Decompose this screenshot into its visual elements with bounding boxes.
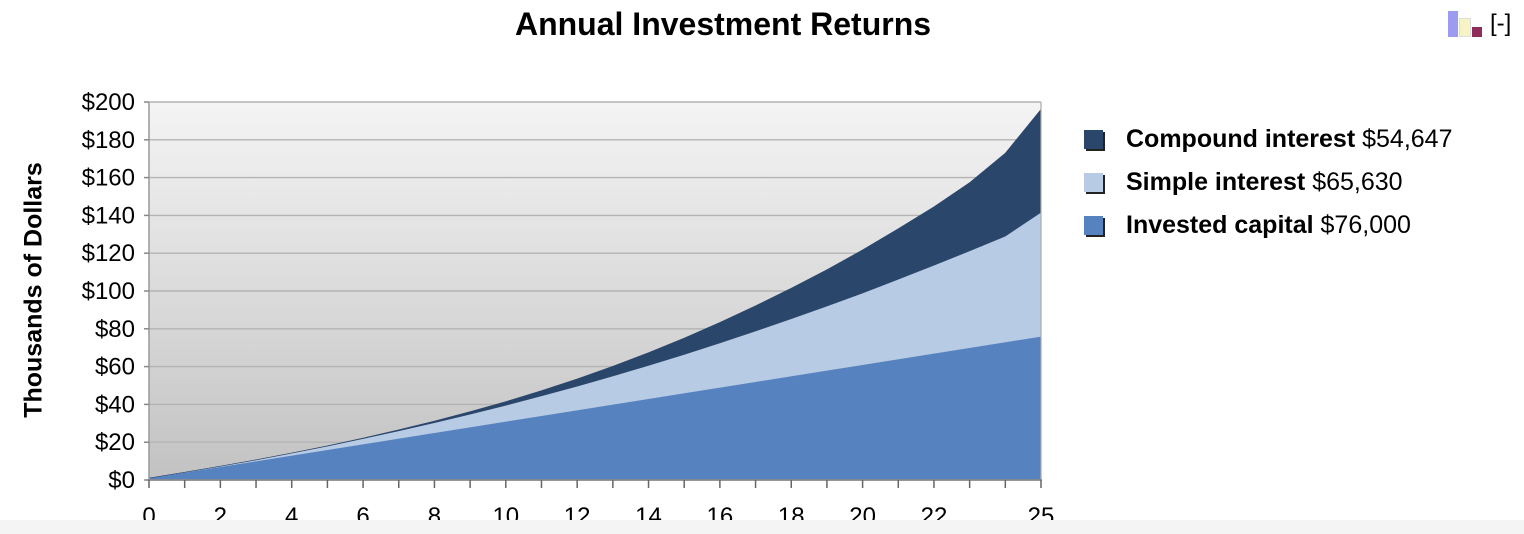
legend-name: Invested capital [1126,211,1314,239]
bottom-band [0,520,1524,534]
legend-swatch [1084,130,1103,149]
chart-plot: $0$20$40$60$80$100$120$140$160$180$200 0… [82,89,1055,530]
legend-swatch [1084,216,1103,235]
y-tick-label: $40 [95,391,135,418]
legend-value: $76,000 [1320,211,1411,239]
legend-item-simple-interest: Simple interest $65,630 [1084,161,1453,204]
chart-toggle-button[interactable]: [-] [1446,8,1520,40]
y-tick-label: $80 [95,316,135,343]
legend-name: Compound interest [1126,125,1356,153]
y-tick-label: $180 [82,127,135,154]
bar-chart-icon [1446,9,1486,39]
legend: Compound interest $54,647 Simple interes… [1084,118,1453,247]
legend-item-compound-interest: Compound interest $54,647 [1084,118,1453,161]
y-tick-label: $200 [82,89,135,116]
y-tick-label: $100 [82,278,135,305]
axes [144,101,1042,488]
chart-title: Annual Investment Returns [514,6,932,42]
toggle-label: [-] [1490,10,1512,37]
y-tick-label: $120 [82,240,135,267]
legend-swatch [1084,173,1103,192]
legend-value: $65,630 [1312,168,1403,196]
legend-name: Simple interest [1126,168,1306,196]
y-tick-label: $140 [82,202,135,229]
y-tick-label: $160 [82,165,135,192]
legend-value: $54,647 [1362,125,1453,153]
y-tick-label: $20 [95,429,135,456]
y-tick-label: $60 [95,354,135,381]
y-tick-labels: $0 $20 $40 $60 $80 $100 $120 $140 $160 $180 $200 [82,89,135,494]
y-tick-label: $0 [108,467,135,494]
legend-item-invested-capital: Invested capital $76,000 [1084,204,1453,247]
